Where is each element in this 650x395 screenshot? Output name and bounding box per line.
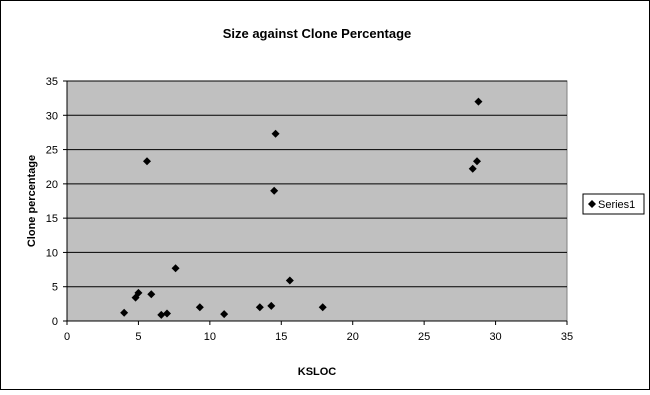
plot-area (66, 80, 568, 322)
data-point (163, 309, 171, 318)
x-tick-label: 20 (347, 331, 359, 343)
y-axis-label: Clone percentage (26, 155, 38, 247)
y-tick-label: 0 (52, 316, 58, 328)
data-point (473, 157, 481, 166)
data-point (318, 303, 327, 312)
legend-box (582, 193, 645, 215)
data-point (134, 288, 143, 297)
x-tick-label: 5 (135, 331, 141, 343)
data-point (157, 310, 166, 319)
data-point (195, 303, 204, 312)
x-axis-label: KSLOC (298, 366, 337, 378)
data-point (120, 308, 129, 317)
y-tick-label: 20 (46, 179, 58, 191)
grid-lines (67, 80, 567, 288)
y-tick-label: 5 (52, 282, 58, 294)
y-tick-label: 15 (46, 213, 58, 225)
legend-marker-icon (588, 200, 596, 208)
x-tick-label: 10 (204, 331, 216, 343)
y-axis-ticks: 0 5 10 15 20 25 30 35 (46, 76, 67, 328)
y-tick-label: 35 (46, 76, 58, 88)
data-points (120, 97, 483, 319)
x-tick-label: 15 (275, 331, 287, 343)
x-tick-label: 35 (561, 331, 573, 343)
data-point (220, 310, 229, 319)
data-point (255, 303, 264, 312)
y-tick-label: 30 (46, 110, 58, 122)
axes (66, 81, 567, 322)
legend-entry: Series1 (598, 199, 635, 211)
data-point (468, 164, 477, 173)
data-point (474, 97, 483, 106)
x-tick-label: 30 (489, 331, 501, 343)
data-point (267, 301, 276, 310)
x-axis-ticks: 0 5 10 15 20 25 30 35 (64, 321, 573, 343)
x-tick-label: 0 (64, 331, 70, 343)
chart-title: Size against Clone Percentage (223, 26, 412, 41)
data-point (147, 290, 156, 299)
legend: Series1 (582, 193, 645, 215)
data-point (285, 276, 294, 285)
y-tick-label: 25 (46, 145, 58, 157)
x-tick-label: 25 (418, 331, 430, 343)
data-point (270, 186, 279, 195)
y-tick-label: 10 (46, 247, 58, 259)
data-point (271, 129, 280, 138)
data-point (143, 157, 151, 166)
data-point (171, 264, 180, 273)
